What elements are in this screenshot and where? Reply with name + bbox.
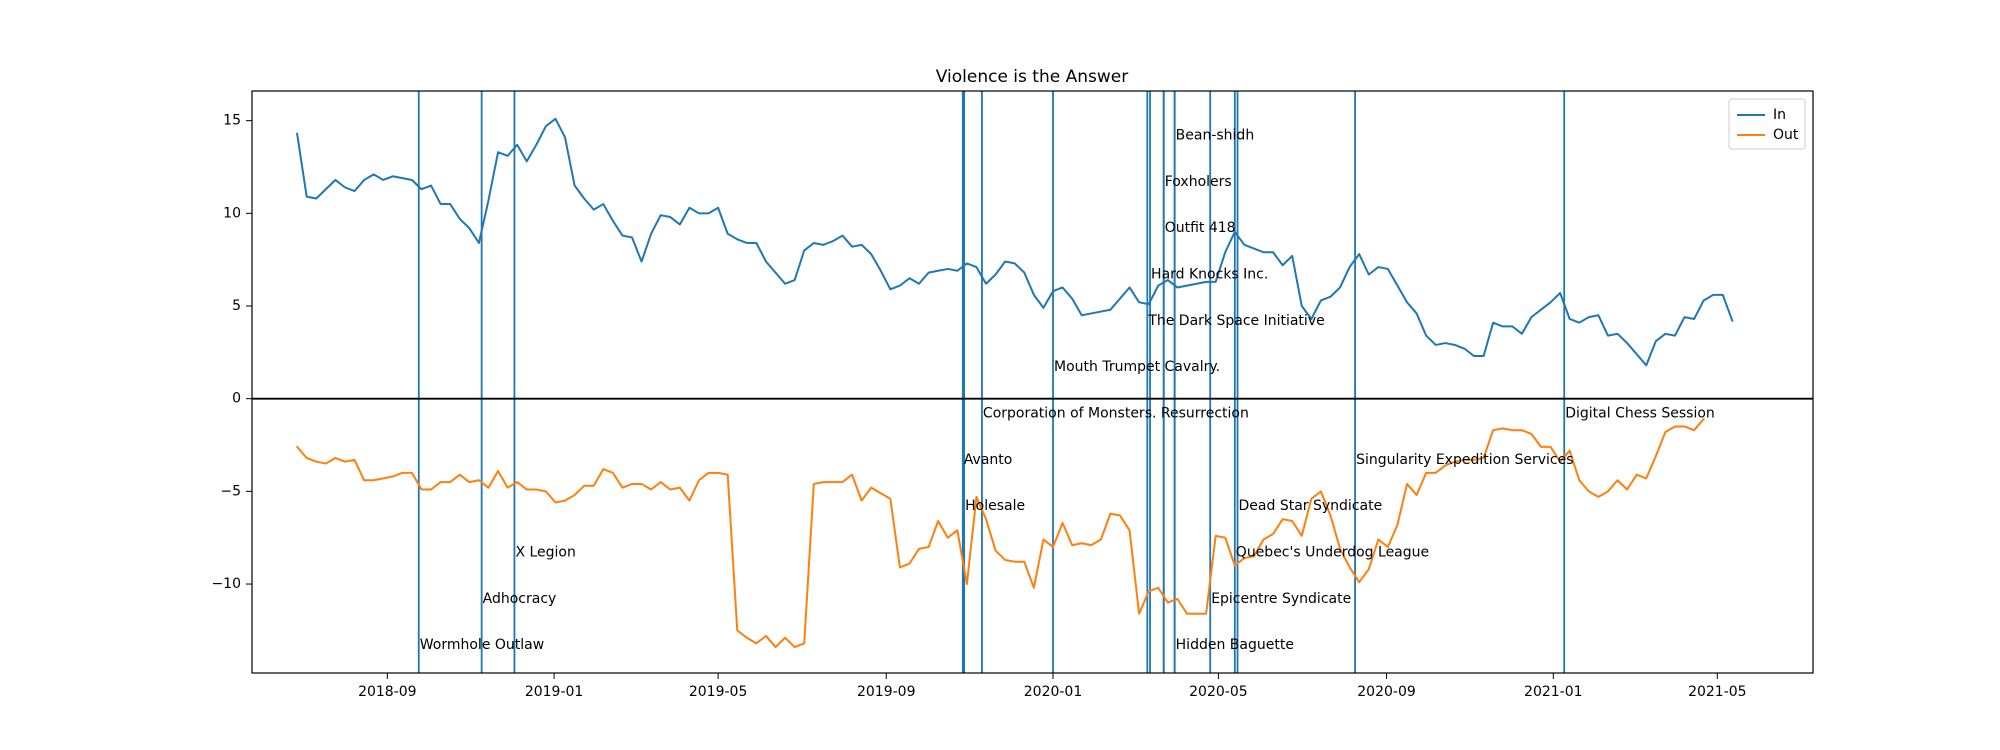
x-tick-label: 2020-05 <box>1189 684 1248 700</box>
event-label: Hard Knocks Inc. <box>1151 266 1268 282</box>
event-label: Dead Star Syndicate <box>1239 498 1383 514</box>
event-label: The Dark Space Initiative <box>1147 313 1324 329</box>
event-labels: Wormhole Outlaw Adhocracy X Legion Avanto Ho… <box>420 127 1715 653</box>
x-tick-label: 2021-01 <box>1524 684 1583 700</box>
event-label: Hidden Baguette <box>1176 637 1294 653</box>
legend-label: In <box>1773 107 1786 123</box>
y-tick-label: −10 <box>211 576 241 592</box>
x-axis: 2018-09 2019-01 2019-05 2019-09 2020-01 2020-… <box>358 673 1747 700</box>
chart-title: Violence is the Answer <box>936 67 1128 87</box>
event-label: X Legion <box>515 545 575 561</box>
plot-area-frame <box>251 90 1814 674</box>
x-tick-label: 2020-09 <box>1357 684 1416 700</box>
event-label: Corporation of Monsters. Resurrection <box>983 406 1249 422</box>
series-layer <box>296 117 1734 649</box>
x-tick-label: 2019-05 <box>689 684 748 700</box>
event-label: Singularity Expedition Services <box>1356 452 1573 468</box>
event-label: Avanto <box>964 452 1013 468</box>
legend-box <box>1728 98 1806 150</box>
event-label: Adhocracy <box>483 591 557 607</box>
event-label: Mouth Trumpet Cavalry. <box>1054 359 1220 375</box>
series-line-out <box>296 418 1705 649</box>
legend: In Out <box>1728 98 1806 150</box>
event-label: Foxholers <box>1165 174 1232 190</box>
event-label: Outfit 418 <box>1165 220 1236 236</box>
y-tick-label: −5 <box>220 483 241 499</box>
event-label: Bean-shidh <box>1176 127 1255 143</box>
x-tick-label: 2019-09 <box>857 684 916 700</box>
y-tick-label: 10 <box>223 205 241 221</box>
y-tick-label: 5 <box>232 298 241 314</box>
event-label: Digital Chess Session <box>1565 406 1715 422</box>
event-label: Wormhole Outlaw <box>420 637 544 653</box>
x-tick-label: 2018-09 <box>358 684 417 700</box>
x-tick-label: 2019-01 <box>525 684 584 700</box>
x-tick-label: 2020-01 <box>1024 684 1083 700</box>
y-tick-label: 0 <box>232 391 241 407</box>
series-line-in <box>296 117 1734 367</box>
y-tick-label: 15 <box>223 113 241 129</box>
x-tick-label: 2021-05 <box>1688 684 1747 700</box>
event-label: Quebec's Underdog League <box>1236 545 1429 561</box>
event-label: Epicentre Syndicate <box>1211 591 1351 607</box>
legend-label: Out <box>1773 127 1799 143</box>
y-axis: 15 10 5 0 −5 −10 <box>211 113 252 592</box>
event-label: Holesale <box>965 498 1025 514</box>
